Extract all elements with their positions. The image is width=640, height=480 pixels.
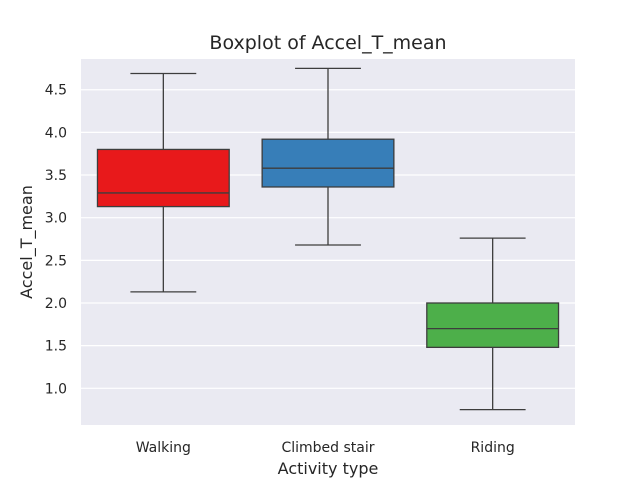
x-axis-ticks: Walking Climbed stair Riding	[136, 440, 515, 456]
y-tick-label: 3.5	[45, 168, 67, 184]
chart-title: Boxplot of Accel_T_mean	[209, 32, 446, 54]
iqr-box	[261, 138, 395, 188]
y-axis-label: Accel_T_mean	[17, 185, 37, 299]
x-tick-label: Riding	[471, 440, 515, 456]
box-climbed-stair	[261, 67, 395, 246]
x-tick-label: Climbed stair	[281, 440, 374, 456]
y-tick-label: 4.5	[45, 83, 67, 99]
x-axis-label: Activity type	[278, 459, 379, 478]
y-tick-label: 3.0	[45, 211, 67, 227]
box-walking	[96, 72, 230, 293]
box-riding	[426, 237, 560, 411]
y-tick-label: 4.0	[45, 125, 67, 141]
y-tick-label: 1.0	[45, 381, 67, 397]
y-tick-label: 2.5	[45, 253, 67, 269]
boxes	[96, 67, 560, 411]
y-tick-label: 1.5	[45, 339, 67, 355]
x-tick-label: Walking	[136, 440, 191, 456]
y-tick-label: 2.0	[45, 296, 67, 312]
iqr-box	[96, 148, 230, 208]
y-axis-ticks: 1.0 1.5 2.0 2.5 3.0 3.5 4.0 4.5	[45, 83, 67, 398]
iqr-box	[426, 302, 560, 349]
